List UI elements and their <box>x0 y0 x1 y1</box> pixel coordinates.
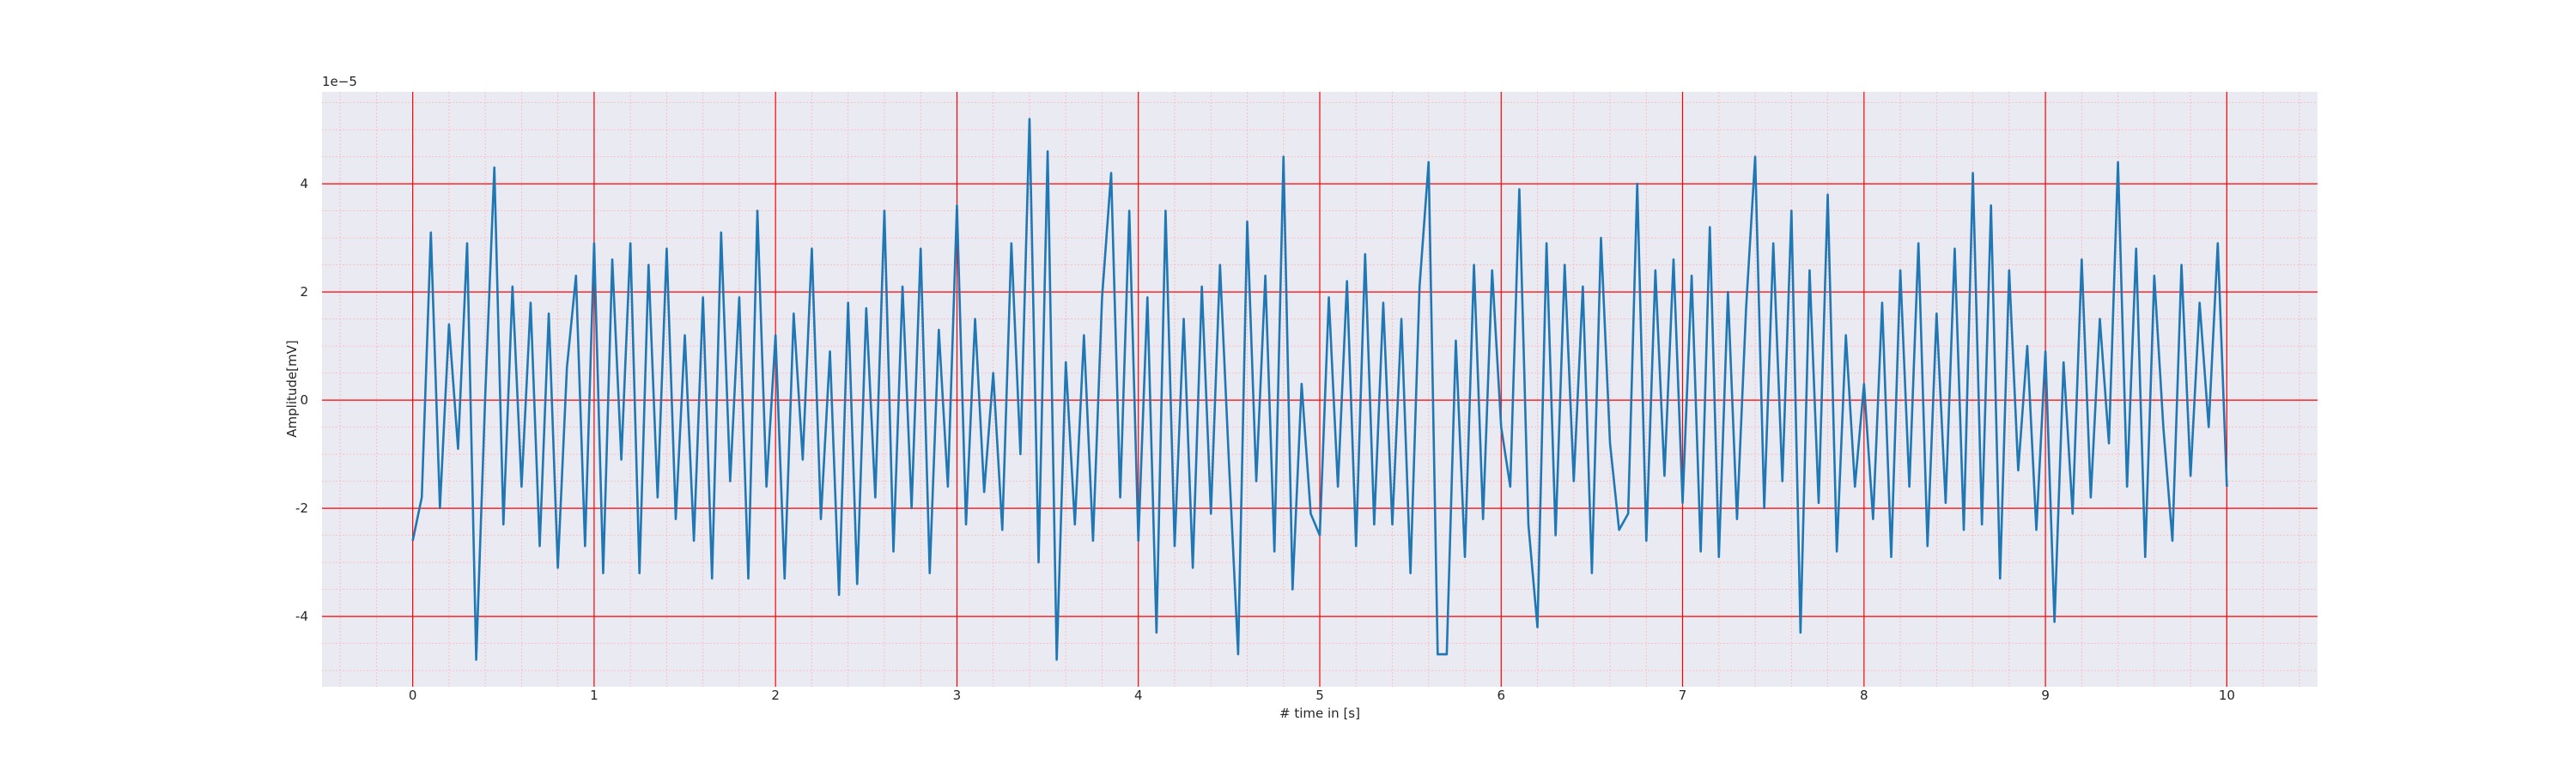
x-tick-label: 10 <box>2219 688 2235 703</box>
x-tick-label: 3 <box>953 688 962 703</box>
x-tick-label: 5 <box>1315 688 1324 703</box>
x-tick-label: 6 <box>1497 688 1505 703</box>
signal-line <box>411 118 2228 661</box>
y-offset-label: 1e−5 <box>322 74 357 89</box>
x-tick-label: 1 <box>590 688 598 703</box>
y-tick-label: 0 <box>300 392 308 408</box>
plot-area <box>322 92 2318 687</box>
y-axis-label: Amplitude[mV] <box>284 340 300 437</box>
x-axis-label: # time in [s] <box>1279 706 1360 721</box>
x-tick-label: 4 <box>1134 688 1143 703</box>
y-tick-label: 2 <box>300 284 308 300</box>
y-tick-label: -4 <box>295 609 308 624</box>
x-tick-label: 0 <box>409 688 417 703</box>
x-tick-label: 9 <box>2041 688 2050 703</box>
y-tick-label: 4 <box>300 176 308 191</box>
x-tick-label: 8 <box>1860 688 1868 703</box>
x-tick-label: 2 <box>771 688 780 703</box>
y-tick-label: -2 <box>295 500 308 516</box>
x-tick-label: 7 <box>1679 688 1687 703</box>
